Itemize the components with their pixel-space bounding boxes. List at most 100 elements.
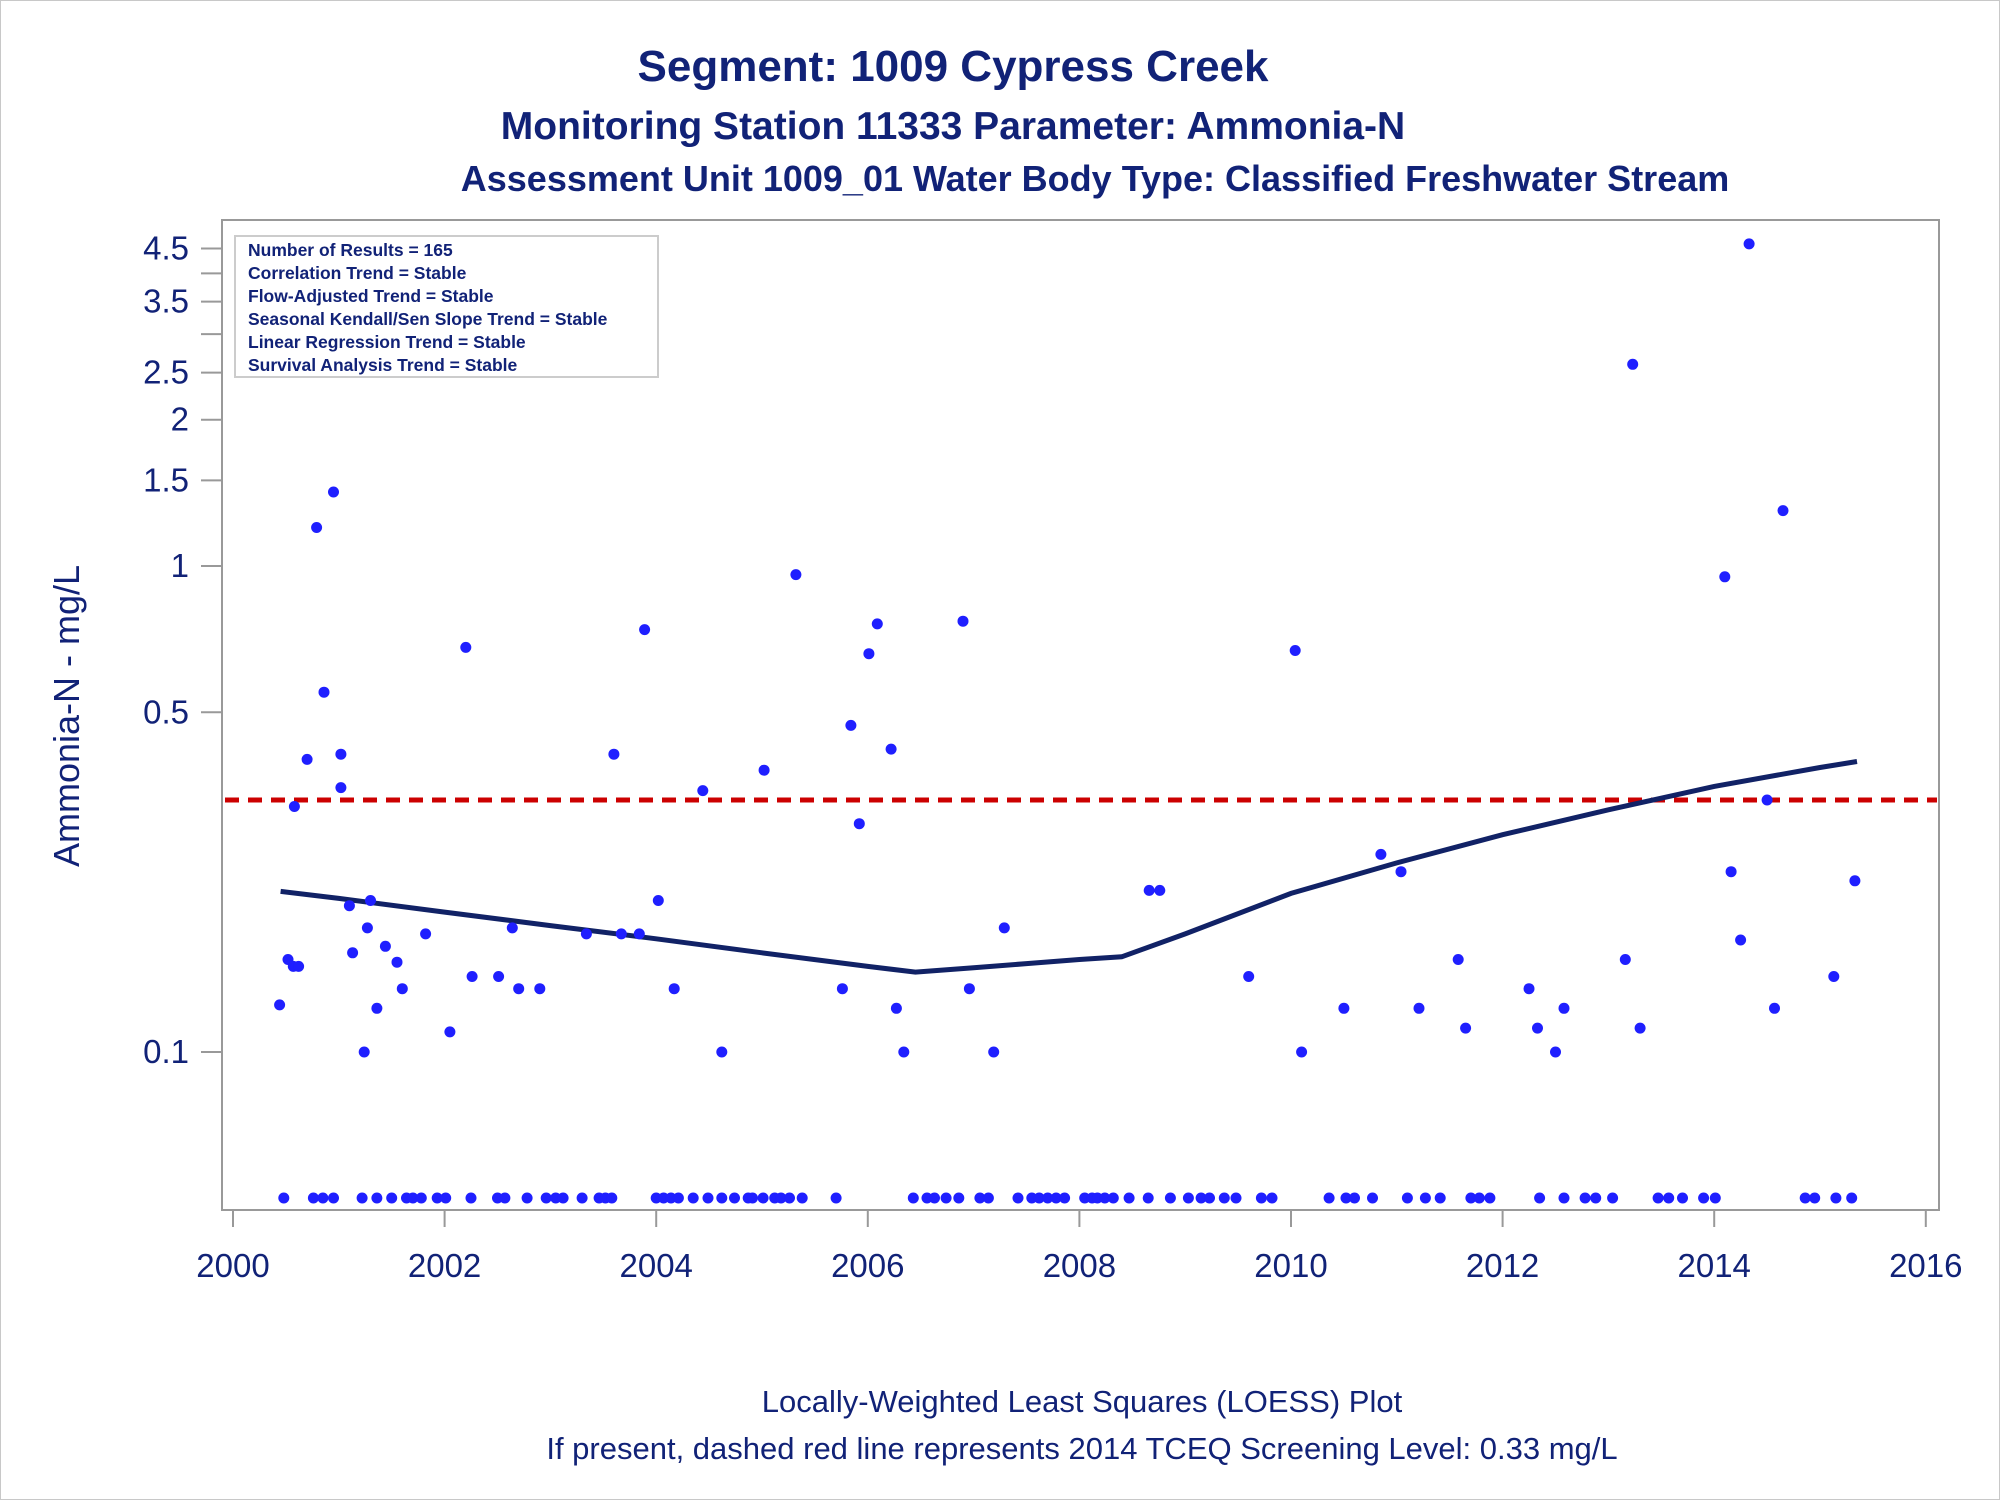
data-point <box>1033 1192 1045 1204</box>
data-point <box>1143 884 1155 896</box>
data-point <box>1558 1192 1570 1204</box>
data-point <box>1627 358 1639 370</box>
data-point <box>1434 1192 1446 1204</box>
data-point <box>1777 505 1789 517</box>
data-point <box>1050 1192 1062 1204</box>
data-point <box>288 801 300 812</box>
data-point <box>608 748 620 760</box>
legend-flow-adjusted-trend: Flow-Adjusted Trend = Stable <box>248 286 494 306</box>
data-point <box>1799 1192 1811 1204</box>
legend-result-count: Number of Results = 165 <box>248 240 453 260</box>
data-point <box>1266 1192 1278 1204</box>
footnote-screening-level: If present, dashed red line represents 2… <box>546 1431 1617 1466</box>
data-point <box>1607 1192 1619 1204</box>
data-point <box>407 1192 419 1204</box>
x-tick-label: 2008 <box>1043 1247 1116 1284</box>
data-point <box>540 1192 552 1204</box>
data-point <box>982 1192 994 1204</box>
data-point <box>1123 1192 1135 1204</box>
data-point <box>278 1192 290 1204</box>
data-point <box>347 947 359 959</box>
data-point <box>1579 1192 1591 1204</box>
data-point <box>784 1192 795 1204</box>
data-points <box>274 238 1861 1204</box>
data-point <box>431 1192 443 1204</box>
legend-border <box>234 235 659 378</box>
y-tick-label: 1.5 <box>143 461 189 498</box>
data-point <box>1452 954 1464 965</box>
data-point <box>1255 1192 1267 1204</box>
data-point <box>513 983 525 995</box>
data-point <box>371 1002 383 1014</box>
data-point <box>1142 1192 1154 1204</box>
x-axis: 2000 2002 2004 2006 2008 2010 2012 2014 2016 <box>196 1210 1963 1284</box>
data-point <box>1375 848 1387 860</box>
data-point <box>1698 1192 1710 1204</box>
data-point <box>1182 1192 1194 1204</box>
y-tick-label: 0.5 <box>143 693 189 730</box>
y-axis-label: Ammonia-N - mg/L <box>46 565 87 867</box>
x-tick-label: 2012 <box>1466 1247 1539 1284</box>
data-point <box>493 971 505 982</box>
data-point <box>391 956 403 968</box>
footnote-loess: Locally-Weighted Least Squares (LOESS) P… <box>762 1384 1403 1419</box>
data-point <box>328 1192 339 1204</box>
data-point <box>1460 1022 1472 1034</box>
data-point <box>1419 1192 1431 1204</box>
data-point <box>1465 1192 1477 1204</box>
data-point <box>885 743 897 755</box>
data-point <box>386 1192 398 1204</box>
data-point <box>1484 1192 1496 1204</box>
legend-linear-regression-trend: Linear Regression Trend = Stable <box>248 332 526 352</box>
data-point <box>1523 983 1535 995</box>
data-point <box>898 1046 910 1058</box>
data-point <box>953 1192 965 1204</box>
data-point <box>1725 866 1737 878</box>
data-point <box>716 1192 728 1204</box>
data-point <box>1590 1192 1602 1204</box>
data-point <box>311 522 323 533</box>
data-point <box>328 486 339 498</box>
x-tick-label: 2014 <box>1677 1247 1750 1284</box>
data-point <box>845 719 857 731</box>
data-point <box>1677 1192 1688 1204</box>
data-point <box>988 1046 1000 1058</box>
data-point <box>301 753 313 765</box>
data-point <box>580 928 592 940</box>
data-point <box>1204 1192 1215 1204</box>
data-point <box>1395 866 1407 878</box>
x-tick-label: 2000 <box>196 1247 269 1284</box>
data-point <box>1735 934 1747 946</box>
data-point <box>1367 1192 1378 1204</box>
data-point <box>318 686 330 698</box>
data-point <box>1550 1046 1561 1058</box>
data-point <box>317 1192 329 1204</box>
chart-title: Segment: 1009 Cypress Creek <box>638 42 1270 91</box>
data-point <box>1558 1002 1570 1014</box>
plot-area <box>221 219 1940 1211</box>
y-tick-label: 2.5 <box>143 354 189 391</box>
data-point <box>1323 1192 1335 1204</box>
data-point <box>1846 1192 1858 1204</box>
data-point <box>440 1192 452 1204</box>
data-point <box>1289 645 1301 656</box>
data-point <box>1761 794 1773 806</box>
data-point <box>1634 1022 1646 1034</box>
loess-line <box>280 759 1858 975</box>
data-point <box>796 1192 808 1204</box>
data-point <box>729 1192 740 1204</box>
data-point <box>1059 1192 1071 1204</box>
data-point <box>757 1192 769 1204</box>
data-point <box>1709 1192 1721 1204</box>
data-point <box>863 648 875 660</box>
data-point <box>672 1192 684 1204</box>
legend-seasonal-kendall-trend: Seasonal Kendall/Sen Slope Trend = Stabl… <box>248 309 608 329</box>
data-point <box>361 922 373 934</box>
data-point <box>907 1192 919 1204</box>
data-point <box>343 900 355 912</box>
legend-correlation-trend: Correlation Trend = Stable <box>248 263 467 283</box>
y-tick-label: 3.5 <box>143 283 189 320</box>
data-point <box>335 782 347 794</box>
